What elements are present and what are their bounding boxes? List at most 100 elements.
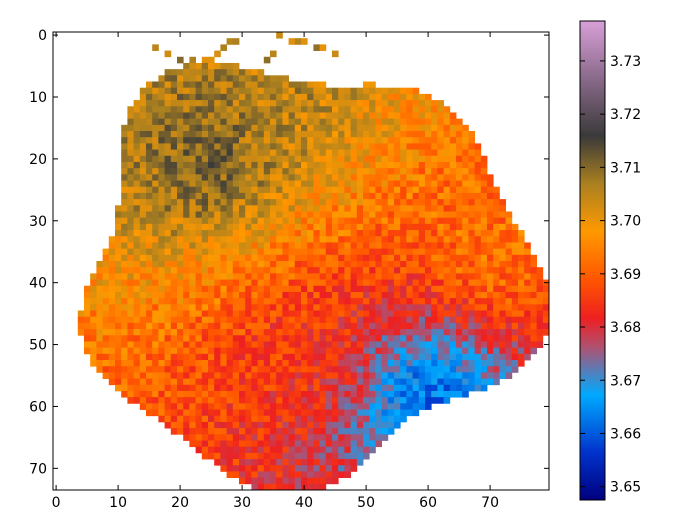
heatmap-cell (214, 341, 221, 349)
heatmap-cell (263, 174, 271, 181)
heatmap-cell (208, 415, 215, 423)
heatmap-cell (375, 304, 382, 311)
heatmap-cell (201, 143, 209, 150)
heatmap-cell (270, 465, 277, 472)
heatmap-cell (350, 155, 358, 163)
heatmap-cell (499, 285, 506, 293)
heatmap-cell (201, 335, 209, 342)
heatmap-cell (220, 124, 227, 132)
heatmap-cell (350, 143, 358, 150)
heatmap-cell (127, 254, 134, 262)
heatmap-cell (294, 285, 302, 293)
heatmap-cell (369, 106, 376, 113)
heatmap-cell (139, 366, 147, 373)
heatmap-cell (177, 353, 184, 361)
heatmap-cell (350, 459, 358, 466)
heatmap-cell (270, 143, 277, 150)
heatmap-cell (375, 223, 382, 231)
heatmap-cell (412, 254, 420, 262)
heatmap-cell (146, 230, 153, 237)
heatmap-cell (170, 267, 178, 274)
heatmap-cell (158, 217, 165, 225)
heatmap-cell (139, 298, 147, 305)
heatmap-cell (332, 446, 339, 454)
heatmap-cell (245, 81, 252, 89)
heatmap-cell (282, 131, 289, 138)
heatmap-cell (487, 273, 494, 280)
heatmap-cell (412, 261, 420, 268)
heatmap-cell (232, 366, 240, 373)
heatmap-cell (344, 273, 351, 280)
heatmap-cell (437, 397, 444, 404)
heatmap-cell (276, 316, 283, 324)
heatmap-cell (201, 353, 209, 361)
heatmap-cell (245, 143, 252, 150)
heatmap-cell (307, 261, 314, 268)
heatmap-cell (319, 390, 327, 398)
heatmap-cell (158, 261, 165, 268)
heatmap-cell (257, 341, 265, 349)
heatmap-cell (418, 329, 426, 336)
heatmap-cell (276, 205, 283, 212)
heatmap-cell (201, 372, 209, 379)
heatmap-cell (301, 143, 308, 150)
heatmap-cell (164, 298, 172, 305)
heatmap-cell (499, 322, 506, 330)
heatmap-cell (232, 390, 240, 398)
heatmap-cell (294, 230, 302, 237)
heatmap-cell (183, 378, 190, 386)
heatmap-cell (146, 100, 153, 107)
heatmap-cell (418, 149, 426, 157)
heatmap-cell (412, 100, 420, 107)
heatmap-cell (189, 161, 196, 169)
heatmap-cell (232, 335, 240, 342)
heatmap-cell (152, 347, 159, 355)
heatmap-cell (214, 223, 221, 231)
heatmap-cell (164, 75, 172, 82)
heatmap-cell (232, 446, 240, 454)
heatmap-cell (214, 446, 221, 454)
heatmap-cell (245, 316, 252, 324)
heatmap-cell (270, 180, 277, 188)
heatmap-cell (177, 112, 184, 120)
heatmap-cell (84, 341, 91, 349)
heatmap-cell (158, 372, 165, 379)
heatmap-cell (313, 304, 320, 311)
heatmap-cell (146, 285, 153, 293)
heatmap-cell (226, 390, 234, 398)
heatmap-cell (518, 230, 525, 237)
heatmap-cell (363, 230, 370, 237)
heatmap-cell (437, 149, 444, 157)
heatmap-cell (505, 310, 513, 318)
heatmap-cell (239, 180, 246, 188)
heatmap-cell (381, 279, 389, 287)
heatmap-cell (133, 186, 141, 194)
heatmap-cell (214, 180, 221, 188)
heatmap-cell (294, 421, 302, 429)
heatmap-cell (387, 87, 395, 95)
heatmap-cell (449, 186, 457, 194)
heatmap-cell (468, 174, 475, 181)
heatmap-cell (208, 304, 215, 311)
heatmap-cell (239, 428, 246, 435)
heatmap-cell (183, 87, 190, 95)
heatmap-cell (301, 87, 308, 95)
heatmap-cell (220, 335, 227, 342)
heatmap-cell (400, 192, 407, 200)
heatmap-cell (487, 211, 494, 219)
heatmap-cell (394, 174, 401, 181)
heatmap-cell (220, 112, 227, 120)
heatmap-cell (449, 285, 457, 293)
heatmap-cell (201, 217, 209, 225)
heatmap-cell (189, 118, 196, 126)
heatmap-cell (257, 236, 265, 243)
heatmap-cell (400, 93, 407, 101)
heatmap-cell (387, 384, 395, 392)
heatmap-cell (108, 279, 116, 287)
heatmap-cell (226, 310, 234, 318)
heatmap-cell (307, 118, 314, 126)
heatmap-cell (177, 205, 184, 212)
heatmap-cell (449, 248, 457, 256)
heatmap-cell (394, 397, 401, 404)
colorbar-tick-label: 3.72 (610, 107, 641, 123)
